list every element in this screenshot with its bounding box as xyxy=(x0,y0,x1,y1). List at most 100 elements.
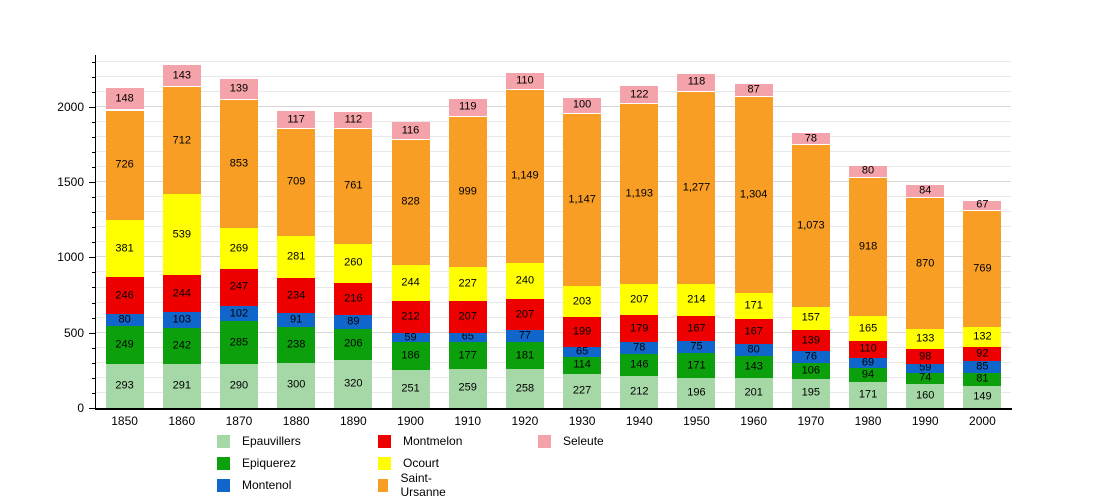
segment-epauvillers: 251 xyxy=(391,370,430,408)
legend-column: Montmelon Ocourt Saint-Ursanne xyxy=(378,430,462,499)
legend-swatch xyxy=(378,434,391,448)
segment-saint-ursanne: 726 xyxy=(105,110,144,220)
segment-value-label: 92 xyxy=(976,347,989,360)
segment-montenol: 78 xyxy=(620,342,659,355)
segment-seleute: 112 xyxy=(334,112,373,130)
segment-value-label: 167 xyxy=(687,322,706,335)
legend-item-seleute: Seleute xyxy=(538,430,604,452)
segment-seleute: 119 xyxy=(448,98,487,117)
segment-value-label: 157 xyxy=(801,311,821,324)
segment-value-label: 118 xyxy=(687,75,706,88)
segment-epauvillers: 196 xyxy=(677,378,716,408)
segment-value-label: 870 xyxy=(916,257,935,270)
segment-value-label: 196 xyxy=(687,386,706,399)
y-tick xyxy=(89,106,96,108)
plot-area: 293 249 80 246 381 726 148 291 242 103 244 539 712 14… xyxy=(96,57,1011,408)
segment-value-label: 244 xyxy=(172,287,191,300)
segment-seleute: 80 xyxy=(849,165,888,178)
x-tick-label: 1870 xyxy=(225,414,253,428)
segment-saint-ursanne: 1,277 xyxy=(677,91,716,285)
segment-epiquerez: 181 xyxy=(505,341,544,370)
segment-value-label: 98 xyxy=(919,350,932,362)
segment-value-label: 258 xyxy=(515,382,535,395)
gridline xyxy=(96,165,1011,167)
gridline xyxy=(96,286,1011,288)
legend-swatch xyxy=(378,478,389,492)
segment-epiquerez: 146 xyxy=(620,354,659,377)
x-axis xyxy=(95,408,1012,410)
segment-epauvillers: 160 xyxy=(906,383,945,408)
segment-value-label: 80 xyxy=(747,343,760,356)
segment-epauvillers: 258 xyxy=(505,369,544,408)
segment-value-label: 74 xyxy=(919,371,932,384)
x-tick-label: 1920 xyxy=(511,414,539,428)
segment-value-label: 114 xyxy=(573,358,591,371)
segment-ocourt: 260 xyxy=(334,243,373,283)
gridline xyxy=(96,211,1011,213)
segment-value-label: 242 xyxy=(172,339,191,352)
segment-seleute: 67 xyxy=(963,199,1002,211)
segment-epiquerez: 74 xyxy=(906,372,945,384)
segment-value-label: 206 xyxy=(344,337,363,350)
segment-montenol: 76 xyxy=(791,351,830,363)
segment-value-label: 381 xyxy=(115,242,134,255)
segment-epauvillers: 212 xyxy=(620,376,659,408)
segment-value-label: 69 xyxy=(861,356,875,369)
segment-value-label: 112 xyxy=(344,113,363,126)
segment-value-label: 320 xyxy=(344,377,363,390)
segment-value-label: 94 xyxy=(861,368,875,381)
segment-value-label: 122 xyxy=(630,88,649,101)
segment-montmelon: 207 xyxy=(505,299,544,331)
y-tick xyxy=(92,227,96,229)
segment-montenol: 77 xyxy=(505,330,544,342)
segment-value-label: 249 xyxy=(115,338,134,351)
y-tick xyxy=(92,91,96,93)
segment-value-label: 260 xyxy=(344,256,363,269)
segment-epiquerez: 249 xyxy=(105,326,144,364)
segment-value-label: 78 xyxy=(804,132,817,145)
segment-value-label: 167 xyxy=(744,325,763,338)
segment-epauvillers: 293 xyxy=(105,363,144,408)
y-tick xyxy=(92,347,96,349)
segment-saint-ursanne: 712 xyxy=(162,87,201,195)
y-tick xyxy=(92,212,96,214)
segment-value-label: 207 xyxy=(630,293,649,306)
segment-montenol: 102 xyxy=(219,306,258,322)
gridline xyxy=(96,120,1011,122)
segment-saint-ursanne: 999 xyxy=(448,116,487,268)
segment-value-label: 76 xyxy=(804,350,817,363)
segment-epauvillers: 171 xyxy=(849,382,888,408)
legend-item-montenol: Montenol xyxy=(217,474,301,496)
segment-value-label: 201 xyxy=(744,386,763,399)
segment-seleute: 143 xyxy=(162,65,201,87)
legend-item-montmelon: Montmelon xyxy=(378,430,462,452)
segment-epauvillers: 227 xyxy=(563,373,602,408)
segment-montmelon: 234 xyxy=(277,278,316,314)
x-tick-label: 1890 xyxy=(339,414,367,428)
segment-saint-ursanne: 1,073 xyxy=(791,144,830,307)
y-tick-label: 1000 xyxy=(57,250,84,265)
segment-montenol: 80 xyxy=(105,314,144,327)
y-tick-label: 1500 xyxy=(57,175,84,190)
segment-epauvillers: 320 xyxy=(334,359,373,408)
legend-label: Montenol xyxy=(242,478,292,492)
gridline xyxy=(96,361,1011,363)
segment-saint-ursanne: 709 xyxy=(277,128,316,236)
segment-value-label: 181 xyxy=(515,349,535,361)
segment-value-label: 87 xyxy=(747,83,760,96)
segment-seleute: 87 xyxy=(734,83,773,97)
y-tick xyxy=(92,362,96,364)
segment-saint-ursanne: 1,149 xyxy=(505,89,544,263)
segment-value-label: 761 xyxy=(344,179,363,192)
segment-value-label: 80 xyxy=(118,313,131,326)
segment-value-label: 171 xyxy=(687,359,706,372)
x-tick-label: 1940 xyxy=(625,414,653,428)
x-tick-label: 1880 xyxy=(282,414,310,428)
x-tick-label: 1930 xyxy=(568,414,596,428)
segment-value-label: 1,149 xyxy=(511,169,539,182)
segment-montenol: 59 xyxy=(906,362,945,373)
legend-column: Epauvillers Epiquerez Montenol xyxy=(217,430,301,496)
segment-saint-ursanne: 1,147 xyxy=(563,113,602,287)
segment-value-label: 709 xyxy=(286,175,306,188)
segment-montmelon: 199 xyxy=(563,316,602,347)
